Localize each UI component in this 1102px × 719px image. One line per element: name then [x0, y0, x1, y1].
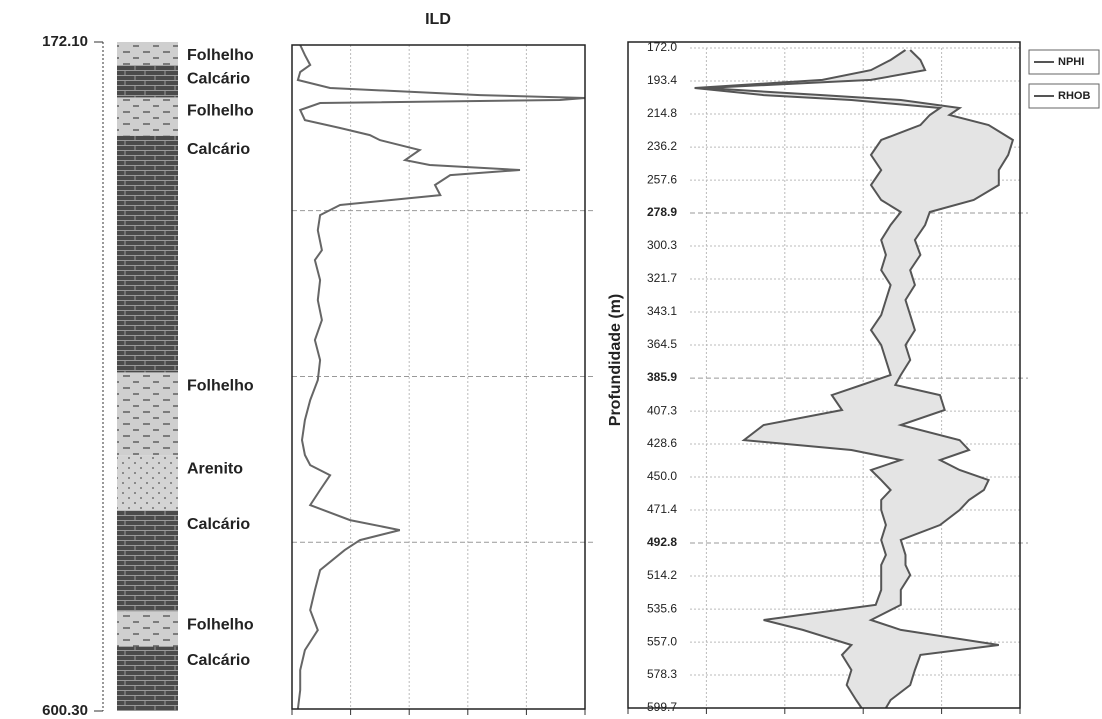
layer-label: Calcário	[187, 141, 250, 158]
y-tick-label: 385.9	[647, 370, 677, 384]
y-tick-label: 514.2	[647, 568, 677, 582]
legend-label: RHOB	[1058, 90, 1090, 102]
y-tick-label: 471.4	[647, 502, 677, 516]
legend-label: NPHI	[1058, 56, 1084, 68]
layer-label: Calcário	[187, 652, 250, 669]
y-tick-label: 492.8	[647, 535, 677, 549]
lithology-layer	[117, 455, 178, 511]
y-tick-label: 214.8	[647, 106, 677, 120]
y-tick-label: 364.5	[647, 337, 677, 351]
y-tick-label: 599.7	[647, 700, 677, 714]
y-tick-label: 428.6	[647, 436, 677, 450]
y-tick-label: 557.0	[647, 634, 677, 648]
log-curve	[704, 49, 1015, 709]
log-curve	[694, 49, 943, 709]
layer-label: Arenito	[187, 460, 243, 477]
lithology-layer	[117, 65, 178, 98]
y-tick-label: 172.0	[647, 40, 677, 54]
layer-label: Folhelho	[187, 103, 254, 120]
y-tick-label: 172.10	[42, 33, 88, 50]
lithology-layer	[117, 646, 178, 711]
track-frame	[627, 41, 1021, 709]
log-curve	[296, 44, 586, 710]
y-tick-label: 300.3	[647, 238, 677, 252]
y-tick-label: 578.3	[647, 667, 677, 681]
y-tick-label: 343.1	[647, 304, 677, 318]
layer-label: Folhelho	[187, 47, 254, 64]
layer-label: Folhelho	[187, 378, 254, 395]
track-title: ILD	[425, 11, 451, 28]
y-tick-label: 321.7	[647, 271, 677, 285]
lithology-layer	[117, 42, 178, 66]
y-tick-label: 600.30	[42, 702, 88, 719]
lithology-layer	[117, 510, 178, 612]
y-tick-label: 278.9	[647, 205, 677, 219]
y-tick-label: 257.6	[647, 172, 677, 186]
y-tick-label: 450.0	[647, 469, 677, 483]
lithology-layer	[117, 97, 178, 136]
layer-label: Calcário	[187, 516, 250, 533]
layer-label: Calcário	[187, 70, 250, 87]
y-tick-label: 193.4	[647, 73, 677, 87]
y-tick-label: 407.3	[647, 403, 677, 417]
lithology-layer	[117, 372, 178, 456]
y-axis-title: Profundidade (m)	[607, 294, 624, 426]
track-frame	[291, 44, 586, 710]
lithology-layer	[117, 135, 178, 373]
y-tick-label: 535.6	[647, 601, 677, 615]
lithology-layer	[117, 611, 178, 647]
y-tick-label: 236.2	[647, 139, 677, 153]
layer-label: Folhelho	[187, 617, 254, 634]
